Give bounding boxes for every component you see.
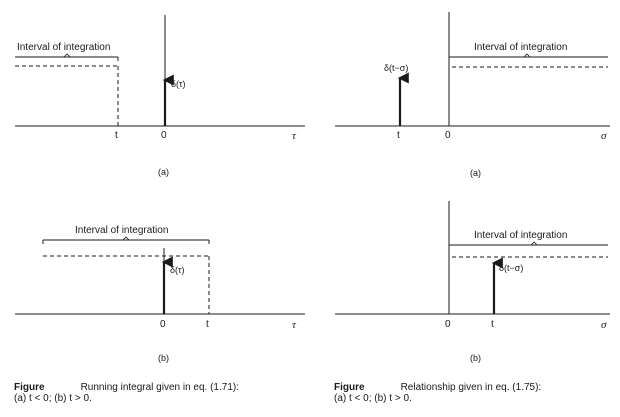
subfigure-label: (b): [158, 353, 169, 363]
t-label: t: [397, 130, 400, 141]
caption-right: Figure Relationship given in eq. (1.75): …: [334, 382, 541, 404]
zero-label: 0: [160, 319, 166, 330]
axis-label: τ: [292, 130, 297, 142]
caption-figure-word: Figure: [334, 382, 365, 393]
panel-bottom-right: Interval of integration δ(t−σ) 0 t σ (b): [335, 201, 610, 363]
panel-top-left: Interval of integration δ(τ) t 0 τ (a): [15, 15, 305, 177]
t-label: t: [115, 130, 118, 141]
delta-label: δ(t−σ): [499, 263, 523, 273]
caption-figure-word: Figure: [14, 382, 45, 393]
t-label: t: [206, 319, 209, 330]
interval-label: Interval of integration: [474, 230, 567, 241]
delta-label: δ(τ): [171, 79, 186, 89]
interval-label: Interval of integration: [75, 225, 168, 236]
subfigure-label: (b): [470, 353, 481, 363]
caption-text: Running integral given in eq. (1.71):: [80, 382, 239, 393]
interval-bracket-tip: [523, 53, 531, 58]
interval-label: Interval of integration: [17, 42, 110, 53]
zero-label: 0: [161, 130, 167, 141]
t-label: t: [491, 319, 494, 330]
interval-label: Interval of integration: [474, 42, 567, 53]
zero-label: 0: [445, 130, 451, 141]
delta-label: δ(t−σ): [384, 63, 408, 73]
zero-label: 0: [445, 319, 451, 330]
caption-text: Relationship given in eq. (1.75):: [400, 382, 542, 393]
caption-line2: (a) t < 0; (b) t > 0.: [334, 393, 412, 404]
subfigure-label: (a): [470, 168, 481, 178]
caption-left: Figure Running integral given in eq. (1.7…: [14, 382, 239, 404]
interval-bracket-tip: [122, 236, 130, 241]
interval-bracket-tip: [63, 53, 71, 58]
panel-top-right: Interval of integration δ(t−σ) t 0 σ (a): [335, 12, 610, 178]
axis-label: σ: [601, 130, 607, 142]
interval-bracket-tip: [530, 241, 538, 246]
subfigure-label: (a): [158, 167, 169, 177]
caption-line2: (a) t < 0; (b) t > 0.: [14, 393, 92, 404]
delta-label: δ(τ): [170, 265, 185, 275]
axis-label: τ: [292, 319, 297, 331]
panel-bottom-left: Interval of integration δ(τ) 0 t τ (b): [15, 225, 305, 363]
axis-label: σ: [601, 319, 607, 331]
